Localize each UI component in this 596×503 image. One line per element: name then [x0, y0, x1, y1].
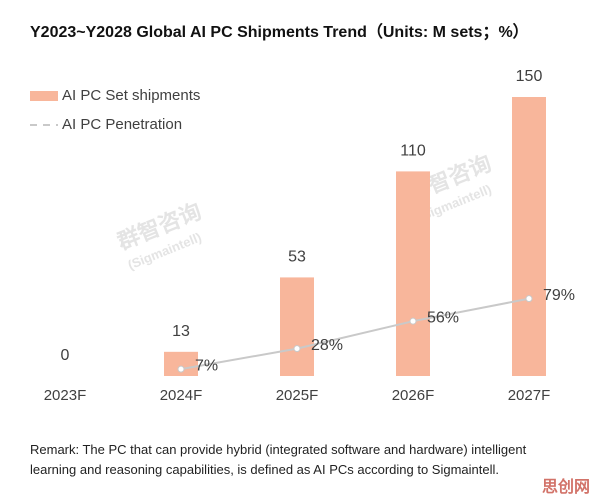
line-marker — [177, 365, 185, 373]
x-tick-label: 2027F — [508, 387, 551, 404]
data-label: 79% — [543, 287, 575, 304]
legend-swatch — [30, 91, 58, 101]
bar — [396, 171, 430, 376]
line-marker — [409, 317, 417, 325]
data-label: 0 — [61, 347, 70, 364]
legend-label: AI PC Set shipments — [62, 87, 200, 104]
x-tick-label: 2024F — [160, 387, 203, 404]
data-label: 53 — [288, 249, 306, 266]
line — [180, 297, 530, 371]
data-label: 28% — [311, 337, 343, 354]
chart-title: Y2023~Y2028 Global AI PC Shipments Trend… — [30, 23, 529, 41]
x-tick-label: 2026F — [392, 387, 435, 404]
bar — [512, 97, 546, 376]
bar — [280, 277, 314, 376]
line-marker — [525, 295, 533, 303]
data-label: 13 — [172, 323, 190, 340]
x-tick-label: 2023F — [44, 387, 87, 404]
line-marker — [293, 345, 301, 353]
data-label: 110 — [400, 143, 426, 160]
data-label: 7% — [195, 357, 218, 374]
x-tick-label: 2025F — [276, 387, 319, 404]
legend-label: AI PC Penetration — [62, 116, 182, 133]
remark: Remark: The PC that can provide hybrid (… — [30, 442, 527, 477]
data-label: 56% — [427, 309, 459, 326]
data-label: 150 — [516, 68, 543, 85]
corner-logo: 思创网 — [542, 477, 590, 496]
